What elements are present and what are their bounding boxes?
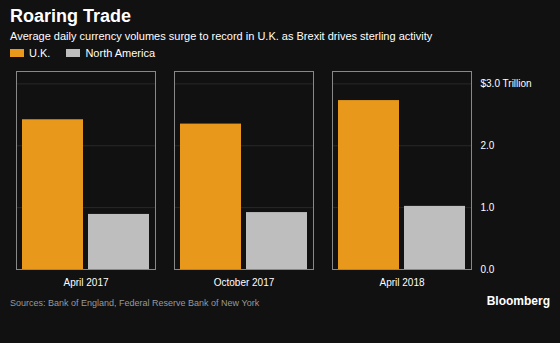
- svg-text:April 2017: April 2017: [63, 277, 108, 288]
- html-text:North America: North America: [85, 47, 156, 59]
- html-text:Average daily currency volumes: Average daily currency volumes surge to …: [10, 30, 433, 42]
- html-text:Sources: Bank of England, Fede: Sources: Bank of England, Federal Reserv…: [10, 298, 260, 308]
- svg-text:April 2018: April 2018: [379, 277, 424, 288]
- svg-text:2.0: 2.0: [481, 140, 495, 151]
- html-text:Roaring Trade: Roaring Trade: [10, 6, 131, 26]
- svg-text:1.0: 1.0: [481, 202, 495, 213]
- html-text:U.K.: U.K.: [29, 47, 51, 59]
- html-text:Bloomberg: Bloomberg: [486, 294, 550, 308]
- svg-text:0.0: 0.0: [481, 264, 495, 275]
- svg-text:$3.0 Trillion: $3.0 Trillion: [481, 78, 532, 89]
- svg-text:October 2017: October 2017: [214, 277, 275, 288]
